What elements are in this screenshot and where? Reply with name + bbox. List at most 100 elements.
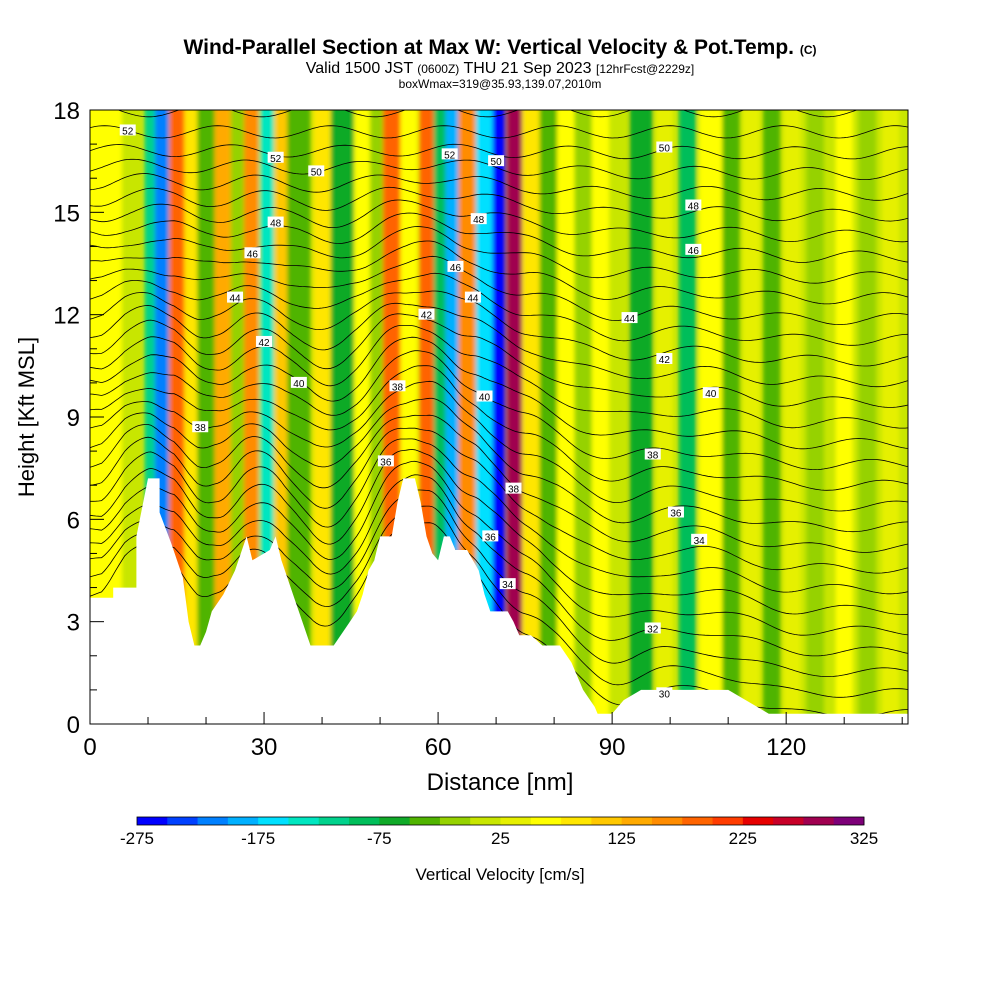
theta-contour: [90, 449, 908, 615]
theta-contour: [90, 313, 908, 408]
colorbar-tick-label: -175: [241, 829, 275, 848]
theta-contour-label: 34: [691, 533, 708, 547]
terrain: [90, 478, 908, 724]
y-tick-label: 9: [67, 405, 80, 432]
svg-text:34: 34: [694, 536, 706, 547]
colorbar-swatch: [561, 817, 592, 825]
theta-contour-label: 42: [418, 308, 435, 322]
chart-title-text: Wind-Parallel Section at Max W: Vertical…: [183, 36, 794, 59]
w-column: [629, 110, 653, 724]
w-column: [574, 110, 592, 724]
x-axis-label: Distance [nm]: [427, 769, 574, 796]
colorbar-swatch: [833, 817, 865, 825]
theta-contour: [90, 240, 908, 305]
theta-contour-label: 38: [505, 482, 522, 496]
theta-contour-label: 36: [482, 530, 499, 543]
theta-contour: [90, 290, 908, 367]
w-column: [522, 110, 540, 724]
y-tick-label: 0: [67, 712, 80, 739]
theta-contour: [90, 474, 908, 657]
svg-text:40: 40: [705, 389, 717, 400]
theta-contour: [90, 380, 908, 512]
svg-text:50: 50: [311, 167, 323, 178]
x-tick-label: 90: [599, 734, 626, 761]
w-column: [313, 110, 331, 724]
w-column: [214, 110, 233, 724]
colorbar-swatch: [288, 817, 320, 825]
colorbar-swatch: [682, 817, 713, 825]
theta-contour: [90, 414, 908, 553]
y-tick-label: 15: [53, 200, 80, 227]
colorbar-tick-label: 225: [729, 829, 757, 848]
svg-text:50: 50: [491, 157, 503, 168]
chart-title: Wind-Parallel Section at Max W: Vertical…: [0, 36, 1000, 60]
svg-text:40: 40: [479, 393, 491, 404]
theta-contour-label: 36: [377, 455, 394, 468]
colorbar-swatch: [530, 817, 562, 825]
svg-text:44: 44: [229, 294, 241, 305]
w-column: [783, 110, 801, 724]
terrain-mask: [90, 478, 908, 724]
svg-text:38: 38: [647, 451, 659, 462]
y-tick-label: 12: [53, 303, 80, 330]
svg-text:48: 48: [473, 215, 485, 226]
w-column: [722, 110, 740, 724]
svg-text:36: 36: [380, 457, 392, 468]
colorbar: -275 -175 -75 25 125 225 325: [120, 816, 878, 848]
theta-contour-label: 38: [389, 380, 406, 393]
colorbar-swatch: [651, 817, 683, 825]
colorbar-swatch: [500, 817, 532, 825]
y-axis-label: Height [Kft MSL]: [14, 337, 39, 497]
w-column: [858, 110, 877, 724]
svg-text:52: 52: [444, 150, 456, 161]
w-column: [557, 110, 575, 724]
valid-date: THU 21 Sep 2023: [463, 60, 592, 77]
theta-contour: [90, 505, 908, 698]
theta-contour: [90, 226, 908, 284]
potential-temperature-contours: [90, 110, 908, 719]
colorbar-tick-label: -275: [120, 829, 154, 848]
w-column: [184, 110, 199, 724]
x-tick-label: 60: [425, 734, 452, 761]
svg-text:44: 44: [467, 294, 479, 305]
svg-text:40: 40: [293, 379, 305, 390]
theta-contour-label: 48: [267, 216, 284, 230]
theta-contour: [90, 272, 908, 346]
theta-contour: [90, 173, 908, 201]
w-column: [591, 110, 610, 724]
theta-contour: [90, 212, 908, 263]
theta-contour: [90, 186, 908, 222]
x-tick-label: 120: [766, 734, 806, 761]
theta-contour: [90, 199, 908, 243]
y-tick-label: 6: [67, 507, 80, 534]
colorbar-swatch: [409, 817, 441, 825]
theta-contour: [90, 302, 908, 388]
colorbar-swatch: [379, 817, 411, 825]
theta-contour: [90, 489, 908, 677]
svg-text:52: 52: [122, 126, 134, 137]
theta-contour-label: 30: [656, 687, 673, 700]
svg-text:30: 30: [659, 689, 671, 700]
colorbar-swatch: [742, 817, 774, 825]
theta-contour-label: 40: [290, 376, 307, 390]
theta-contour: [90, 255, 908, 325]
theta-contour: [90, 438, 908, 595]
colorbar-swatch: [349, 817, 380, 825]
colorbar-swatch: [621, 817, 653, 825]
svg-text:38: 38: [392, 382, 404, 393]
w-column: [835, 110, 853, 724]
svg-text:36: 36: [485, 532, 497, 543]
theta-contour-label: 42: [656, 353, 673, 366]
svg-text:38: 38: [508, 485, 520, 496]
colorbar-swatch: [773, 817, 804, 825]
svg-text:38: 38: [195, 423, 207, 434]
svg-text:46: 46: [247, 249, 259, 260]
valid-time: Valid 1500 JST: [305, 60, 413, 77]
forecast-info: [12hrFcst@2229z]: [595, 62, 695, 76]
theta-contour-label: 50: [308, 165, 325, 178]
theta-contour-label: 46: [447, 260, 464, 274]
theta-contour-label: 46: [685, 243, 702, 257]
theta-contour-label: 44: [621, 312, 638, 325]
theta-contour: [90, 125, 908, 139]
